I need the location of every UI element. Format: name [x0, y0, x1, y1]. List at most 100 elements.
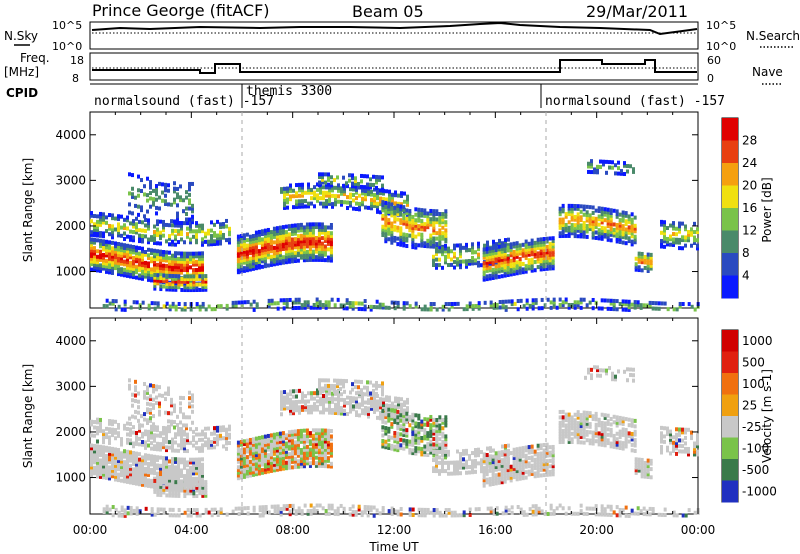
heatmap-cell	[168, 242, 171, 247]
heatmap-cell	[159, 442, 162, 447]
heatmap-cell	[558, 212, 562, 217]
heatmap-cell	[99, 417, 102, 422]
heatmap-cell	[239, 247, 243, 252]
heatmap-cell	[162, 425, 165, 430]
heatmap-cell	[171, 448, 174, 453]
heatmap-cell	[195, 427, 198, 432]
heatmap-cell	[245, 457, 249, 462]
heatmap-cell	[158, 195, 161, 200]
heatmap-cell	[512, 458, 516, 463]
heatmap-cell	[482, 269, 486, 274]
heatmap-cell	[305, 258, 309, 263]
heatmap-cell	[323, 233, 327, 238]
heatmap-cell	[198, 488, 202, 493]
heatmap-cell	[295, 400, 298, 405]
heatmap-cell	[327, 303, 331, 308]
heatmap-cell	[168, 284, 172, 289]
heatmap-cell	[150, 237, 153, 242]
heatmap-cell	[222, 428, 225, 433]
heatmap-cell	[99, 214, 102, 219]
heatmap-cell	[675, 307, 679, 312]
heatmap-cell	[441, 466, 444, 471]
heatmap-cell	[191, 398, 194, 403]
heatmap-cell	[634, 262, 638, 267]
heatmap-cell	[93, 465, 96, 470]
heatmap-cell	[290, 432, 294, 437]
heatmap-cell	[144, 440, 147, 445]
heatmap-cell	[114, 241, 117, 246]
heatmap-cell	[179, 198, 182, 203]
heatmap-cell	[173, 425, 176, 430]
heatmap-cell	[201, 443, 204, 448]
heatmap-cell	[245, 254, 249, 259]
heatmap-cell	[99, 249, 102, 254]
heatmap-cell	[313, 396, 316, 401]
heatmap-cell	[90, 451, 93, 456]
heatmap-cell	[90, 230, 93, 235]
heatmap-cell	[337, 183, 340, 188]
heatmap-cell	[471, 461, 474, 466]
heatmap-cell	[90, 232, 93, 237]
heatmap-cell	[141, 254, 144, 259]
heatmap-cell	[177, 471, 180, 476]
heatmap-cell	[120, 467, 123, 472]
heatmap-cell	[242, 458, 246, 463]
heatmap-cell	[170, 219, 173, 224]
heatmap-cell	[201, 274, 205, 279]
heatmap-cell	[245, 444, 249, 449]
heatmap-cell	[497, 461, 501, 466]
heatmap-cell	[435, 423, 439, 428]
heatmap-cell	[179, 406, 182, 411]
heatmap-cell	[272, 259, 276, 264]
heatmap-cell	[144, 483, 147, 488]
heatmap-cell	[132, 470, 135, 475]
heatmap-cell	[471, 467, 474, 472]
heatmap-cell	[331, 408, 334, 413]
heatmap-cell	[156, 477, 159, 482]
heatmap-cell	[134, 409, 137, 414]
heatmap-cell	[162, 279, 166, 284]
heatmap-cell	[131, 211, 134, 216]
heatmap-cell	[548, 258, 552, 263]
heatmap-cell	[495, 242, 498, 247]
heatmap-cell	[186, 483, 190, 488]
heatmap-cell	[539, 256, 543, 261]
heatmap-cell	[387, 201, 391, 206]
heatmap-cell	[542, 267, 546, 272]
heatmap-cell	[123, 454, 126, 459]
heatmap-cell	[296, 437, 300, 442]
heatmap-cell	[465, 448, 468, 453]
heatmap-cell	[561, 220, 565, 225]
heatmap-cell	[489, 446, 492, 451]
heatmap-cell	[278, 445, 282, 450]
heatmap-cell	[627, 219, 631, 224]
heatmap-cell	[144, 252, 147, 257]
heatmap-cell	[120, 439, 123, 444]
heatmap-cell	[426, 420, 430, 425]
heatmap-cell	[283, 203, 286, 208]
heatmap-cell	[129, 441, 132, 446]
heatmap-cell	[254, 466, 258, 471]
heatmap-cell	[146, 410, 149, 415]
heatmap-cell	[105, 258, 108, 263]
heatmap-cell	[548, 266, 552, 271]
heatmap-cell	[576, 204, 580, 209]
heatmap-cell	[432, 442, 436, 447]
heatmap-cell	[99, 447, 102, 452]
heatmap-cell	[188, 217, 191, 222]
heatmap-cell	[225, 441, 228, 446]
heatmap-cell	[320, 444, 324, 449]
heatmap-cell	[627, 214, 631, 219]
heatmap-cell	[289, 194, 292, 199]
heatmap-cell	[693, 307, 697, 312]
heatmap-cell	[174, 229, 177, 234]
heatmap-cell	[310, 407, 313, 412]
heatmap-cell	[627, 302, 631, 307]
heatmap-cell	[236, 467, 240, 472]
heatmap-cell	[396, 242, 400, 247]
heatmap-cell	[278, 244, 282, 249]
heatmap-cell	[147, 470, 150, 475]
heatmap-cell	[298, 185, 301, 190]
heatmap-cell	[201, 254, 204, 259]
heatmap-cell	[263, 255, 267, 260]
